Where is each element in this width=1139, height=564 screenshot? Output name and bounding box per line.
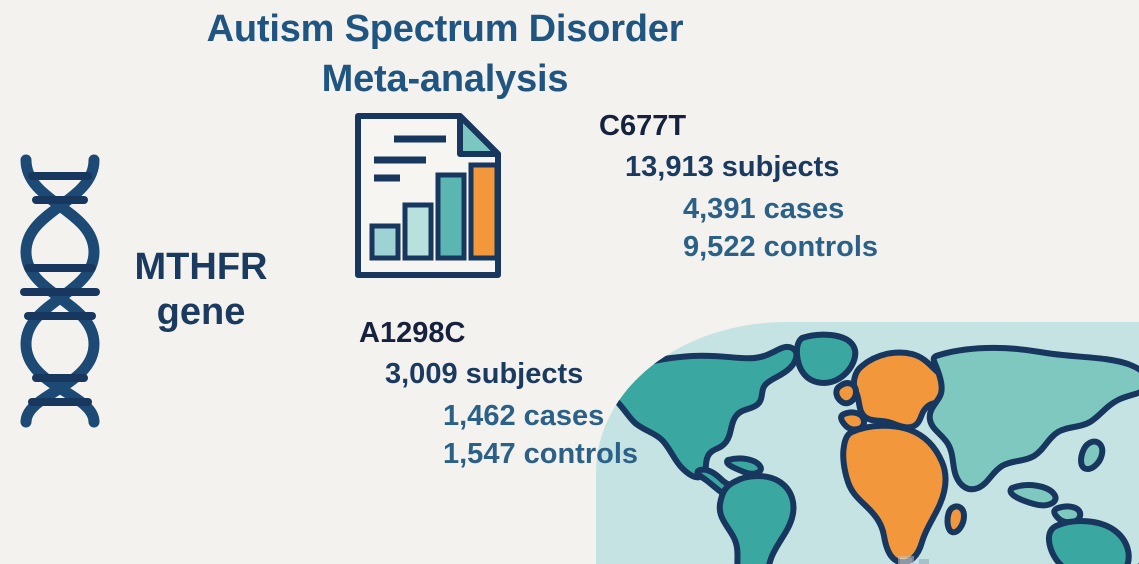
variant-subjects: 3,009 subjects bbox=[385, 358, 584, 391]
variant-subjects: 13,913 subjects bbox=[625, 151, 840, 184]
gene-word: gene bbox=[156, 290, 246, 333]
title-line-1: Autism Spectrum Disorder bbox=[206, 8, 684, 50]
variant-cases: 4,391 cases bbox=[683, 193, 845, 226]
mthfr-gene-label: MTHFR gene bbox=[108, 245, 294, 335]
variant-stat-a1298c: A1298C 3,009 subjects 1,462 cases 1,547 … bbox=[359, 317, 638, 474]
page-title: Autism Spectrum Disorder Meta-analysis bbox=[120, 4, 770, 104]
bar-chart-document-icon bbox=[348, 108, 508, 283]
variant-controls: 1,547 controls bbox=[443, 437, 639, 470]
cropped-edge-element bbox=[897, 553, 939, 564]
dna-helix-icon bbox=[4, 150, 116, 430]
variant-cases: 1,462 cases bbox=[443, 400, 605, 433]
gene-name: MTHFR bbox=[134, 246, 268, 288]
variant-label: A1298C bbox=[359, 317, 466, 349]
title-line-2: Meta-analysis bbox=[321, 58, 569, 101]
variant-stat-c677t: C677T 13,913 subjects 4,391 cases 9,522 … bbox=[599, 110, 878, 267]
world-map bbox=[596, 322, 1139, 564]
variant-label: C677T bbox=[599, 110, 687, 142]
variant-controls: 9,522 controls bbox=[683, 230, 879, 263]
